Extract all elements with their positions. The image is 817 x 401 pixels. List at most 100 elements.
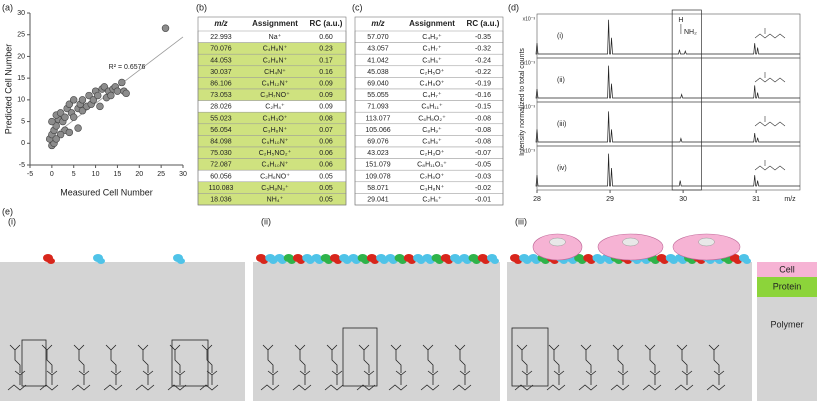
- cell: 0.09: [319, 92, 333, 99]
- cell: 18.036: [210, 197, 232, 204]
- y-tick-label: 10: [17, 97, 25, 104]
- point: [52, 135, 60, 143]
- molecule: [199, 344, 219, 391]
- table-frame: [197, 16, 347, 206]
- cell: CH₄N⁺: [264, 68, 286, 76]
- x-tick-label: 20: [135, 171, 143, 178]
- x-tick-label: 30: [679, 196, 687, 203]
- cell: 55.023: [210, 115, 232, 122]
- spectrum-frame: [536, 101, 801, 147]
- point: [70, 96, 78, 104]
- cell: -0.08: [475, 127, 491, 134]
- cell: 109.078: [365, 173, 390, 180]
- legend-swatch: [757, 262, 817, 277]
- cell: C₃H₃O⁺: [263, 114, 288, 122]
- point: [65, 100, 74, 108]
- panel-label: (e): [2, 206, 13, 216]
- scale-label: x10⁻³: [523, 104, 536, 110]
- x-tick-label: 10: [92, 171, 100, 178]
- cell: -0.24: [475, 57, 491, 64]
- cell: 110.083: [209, 185, 234, 192]
- cell: 0.06: [319, 150, 333, 157]
- panel-label: (a): [2, 2, 13, 12]
- column-header: m/z: [371, 19, 384, 28]
- point: [118, 78, 126, 87]
- spectrum: [535, 153, 800, 187]
- x-tick-label: 0: [50, 171, 54, 178]
- cell: -0.32: [475, 46, 491, 53]
- cell: 73.053: [210, 92, 232, 99]
- cell: 0.05: [319, 173, 333, 180]
- spectrum: [535, 111, 800, 143]
- cell: C₇H₉O⁺: [420, 172, 445, 180]
- polymer-block: [0, 262, 245, 401]
- monomer-box: [342, 327, 378, 387]
- annotation: R² = 0.6576: [109, 64, 146, 71]
- sample-label: (iv): [557, 165, 567, 172]
- molecule: [103, 344, 123, 391]
- column-header: RC (a.u.): [467, 19, 500, 28]
- cell: 0.05: [319, 185, 333, 192]
- table-frame: [354, 16, 504, 206]
- cell: 0.09: [319, 104, 333, 111]
- point: [78, 107, 87, 115]
- y-tick-label: 30: [17, 10, 25, 17]
- x-tick-label: 5: [72, 171, 76, 178]
- point: [61, 113, 69, 121]
- cell: C₅H₈N₃⁺: [261, 184, 289, 192]
- cell: [532, 233, 583, 261]
- point: [52, 122, 60, 130]
- cell: [597, 233, 664, 261]
- y-tick-label: 5: [21, 118, 25, 125]
- cell: 57.070: [367, 34, 389, 41]
- point: [96, 102, 104, 111]
- cell: 0.07: [319, 127, 333, 134]
- cell: 0.23: [319, 46, 333, 53]
- y-tick-label: 25: [17, 32, 25, 39]
- cell: C₅H₁₂N⁺: [262, 80, 289, 88]
- cell: C₅H₉⁺: [422, 138, 442, 146]
- nucleus: [622, 237, 639, 247]
- y-tick-label: 0: [21, 140, 25, 147]
- scale-label: x10⁻³: [523, 16, 536, 22]
- y-tick-label: 20: [17, 53, 25, 60]
- x-tick-label: 28: [533, 196, 541, 203]
- cell: 0.09: [319, 81, 333, 88]
- cell: 113.077: [366, 115, 391, 122]
- point: [56, 130, 65, 139]
- nucleus: [549, 237, 566, 247]
- x-axis-label: m/z: [784, 196, 796, 203]
- cell: C₄H₁₀N⁺: [262, 161, 289, 169]
- molecule: [71, 344, 91, 391]
- molecule: [7, 344, 27, 391]
- cell: C₃H₇⁺: [422, 45, 441, 53]
- protein: [97, 258, 105, 264]
- cell: 29.041: [367, 197, 389, 204]
- sample-label: (i): [557, 33, 563, 40]
- monomer-sketch: [754, 116, 786, 127]
- cell: 105.066: [365, 127, 390, 134]
- cell: 45.038: [367, 69, 389, 76]
- x-tick-label: 29: [606, 196, 614, 203]
- point: [107, 91, 115, 100]
- molecule: [514, 344, 534, 391]
- column-header: RC (a.u.): [310, 19, 343, 28]
- x-tick-label: 25: [157, 171, 165, 178]
- cell: C₄H₈N⁺: [263, 45, 288, 53]
- cell: C₈H₁₁O₃⁺: [417, 161, 447, 169]
- cell: C₄H₇⁺: [422, 91, 441, 99]
- cell: C₆H₉O₂⁺: [418, 114, 446, 122]
- cell: 86.106: [210, 81, 232, 88]
- cell: C₈H₉⁺: [422, 126, 442, 134]
- column-header: Assignment: [409, 19, 455, 28]
- cell: -0.22: [475, 69, 491, 76]
- legend-swatch: [757, 297, 817, 401]
- cell: 69.076: [367, 139, 389, 146]
- point: [89, 96, 98, 104]
- spectrum: [535, 65, 800, 99]
- cell: 75.030: [210, 150, 232, 157]
- polymer-block: [507, 262, 752, 401]
- cell: -0.15: [475, 104, 491, 111]
- legend-swatch: [757, 277, 817, 297]
